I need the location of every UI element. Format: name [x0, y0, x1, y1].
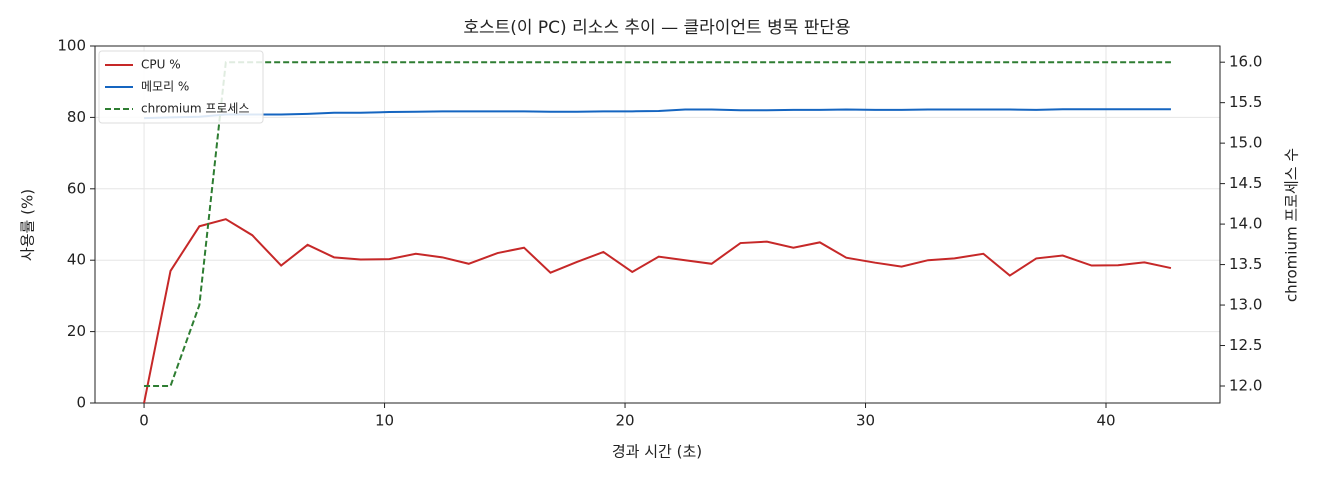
y-axis-label: 사용률 (%) — [19, 189, 37, 261]
legend-box — [98, 50, 264, 124]
y-tick-label: 100 — [57, 37, 86, 55]
y2-tick-label: 15.5 — [1229, 93, 1262, 111]
y-tick-label: 20 — [67, 322, 86, 340]
y-tick-label: 60 — [67, 179, 86, 197]
x-tick-label: 40 — [1096, 412, 1115, 430]
y2-tick-label: 15.0 — [1229, 134, 1262, 152]
y2-tick-label: 12.0 — [1229, 377, 1262, 395]
y2-tick-label: 16.0 — [1229, 53, 1262, 71]
y-tick-label: 40 — [67, 251, 86, 269]
legend-label: 메모리 % — [141, 80, 189, 94]
y2-tick-label: 13.5 — [1229, 255, 1262, 273]
series-line — [144, 108, 1171, 120]
y2-axis-label: chromium 프로세스 수 — [1283, 148, 1301, 302]
legend-label: chromium 프로세스 — [141, 102, 250, 116]
legend: CPU % 메모리 % chromium 프로세스 — [98, 50, 264, 124]
x-tick-label: 30 — [856, 412, 875, 430]
chart-title: 호스트(이 PC) 리소스 추이 — 클라이언트 병목 판단용 — [463, 18, 850, 38]
series-line — [143, 218, 1172, 404]
y2-tick-label: 14.0 — [1229, 215, 1262, 233]
plot-frame — [94, 45, 1221, 404]
legend-label: CPU % — [141, 58, 181, 72]
y-tick-label: 80 — [67, 108, 86, 126]
x-tick-label: 0 — [139, 412, 149, 430]
x-axis-label: 경과 시간 (초) — [612, 443, 702, 461]
x-tick-label: 20 — [615, 412, 634, 430]
grid — [95, 45, 1220, 404]
y-tick-label: 0 — [76, 394, 86, 412]
x-tick-label: 10 — [375, 412, 394, 430]
y2-tick-label: 14.5 — [1229, 174, 1262, 192]
y2-tick-label: 13.0 — [1229, 296, 1262, 314]
y2-tick-label: 12.5 — [1229, 336, 1262, 354]
